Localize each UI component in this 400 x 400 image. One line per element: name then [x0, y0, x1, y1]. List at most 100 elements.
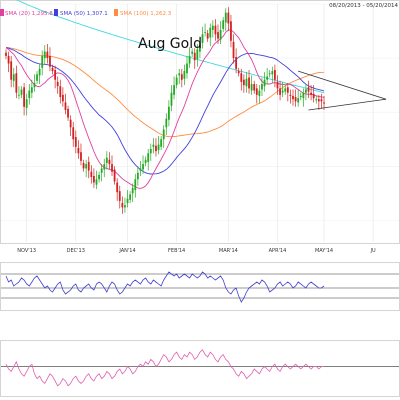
x-tick-label: NOV'13	[17, 248, 36, 254]
candle-body	[15, 73, 18, 93]
legend: SMA (20) 1,295.8 SMA (50) 1,307.1 SMA (1…	[0, 9, 172, 17]
candle-body	[170, 92, 173, 106]
candle-body	[217, 32, 219, 39]
candle-body	[305, 89, 307, 93]
candle-body	[242, 79, 245, 86]
candle-body	[139, 168, 142, 171]
candle-body	[18, 94, 20, 96]
candle-body	[30, 87, 33, 93]
candle-body	[162, 129, 165, 140]
candle-body	[271, 71, 274, 75]
candle-body	[292, 95, 294, 100]
candle-body	[100, 168, 103, 173]
sma200-line	[16, 0, 325, 94]
candle-body	[186, 63, 188, 74]
candle-body	[54, 69, 57, 80]
candle-body	[80, 152, 82, 161]
candle-body	[87, 161, 90, 171]
legend-swatch-sma20	[0, 9, 4, 16]
candle-body	[279, 88, 281, 95]
candle-body	[131, 187, 134, 194]
oscillator-1-line	[5, 271, 325, 303]
candle-body	[147, 153, 150, 162]
candle-body	[206, 33, 209, 39]
candlesticks	[5, 7, 325, 214]
candle-body	[219, 29, 222, 40]
candle-body	[38, 68, 41, 76]
candle-body	[103, 164, 106, 170]
candle-body	[294, 97, 297, 102]
candle-body	[74, 137, 77, 147]
candle-body	[276, 81, 279, 89]
legend-swatch-sma50	[54, 9, 58, 16]
candle-body	[201, 34, 204, 43]
candle-body	[248, 77, 250, 89]
candle-body	[261, 84, 263, 90]
candle-body	[266, 76, 269, 80]
price-grid	[1, 3, 399, 242]
candle-body	[235, 57, 238, 69]
candle-body	[61, 94, 64, 102]
candle-body	[173, 85, 175, 95]
moving-average-lines	[5, 0, 325, 189]
candle-body	[297, 98, 300, 103]
candle-body	[28, 90, 31, 99]
candle-body	[209, 27, 212, 38]
candle-body	[263, 79, 266, 87]
candle-body	[253, 84, 256, 91]
candle-body	[240, 73, 243, 82]
candle-body	[204, 32, 206, 33]
candle-body	[121, 203, 124, 208]
x-tick-label: FEB'14	[168, 248, 185, 254]
candle-body	[136, 172, 139, 180]
candle-body	[258, 90, 261, 96]
candle-body	[230, 21, 232, 41]
candle-body	[245, 78, 248, 87]
x-tick-label: APR'14	[269, 248, 287, 254]
candle-body	[95, 179, 98, 185]
candle-body	[149, 148, 152, 154]
candle-body	[317, 99, 320, 102]
candle-body	[90, 171, 93, 178]
candle-body	[227, 12, 230, 24]
candle-body	[142, 164, 144, 170]
candle-body	[111, 164, 113, 172]
oscillator-2-panel	[1, 349, 399, 387]
candle-body	[126, 198, 129, 204]
triangle-lower-line	[308, 98, 387, 111]
x-tick-label: JAN'14	[118, 248, 135, 254]
candle-body	[82, 163, 85, 169]
candle-body	[41, 55, 44, 68]
candle-body	[175, 77, 178, 86]
candle-body	[320, 99, 323, 102]
candle-body	[129, 194, 132, 200]
candle-body	[323, 102, 325, 104]
candle-body	[196, 49, 199, 60]
sma20-line	[5, 29, 325, 189]
candle-body	[49, 55, 51, 67]
x-tick-label: JU	[370, 248, 376, 254]
candle-body	[211, 25, 214, 30]
candle-body	[25, 99, 28, 108]
oscillator-2-line	[5, 349, 324, 387]
legend-sma20: SMA (20) 1,295.8	[5, 11, 53, 17]
candle-body	[193, 52, 196, 61]
candle-body	[23, 87, 25, 107]
candle-body	[255, 88, 258, 95]
candle-body	[46, 51, 49, 59]
candle-body	[178, 73, 181, 76]
triangle-upper-line	[298, 70, 387, 100]
candle-body	[59, 86, 62, 98]
candle-body	[183, 71, 186, 79]
candle-body	[250, 84, 253, 91]
candle-body	[69, 119, 72, 128]
candle-body	[281, 90, 284, 93]
candle-body	[56, 81, 59, 87]
candle-body	[64, 102, 67, 111]
candle-body	[167, 106, 170, 120]
candle-body	[273, 69, 276, 80]
candle-body	[105, 157, 108, 164]
candle-body	[12, 74, 15, 81]
candle-body	[289, 94, 292, 96]
